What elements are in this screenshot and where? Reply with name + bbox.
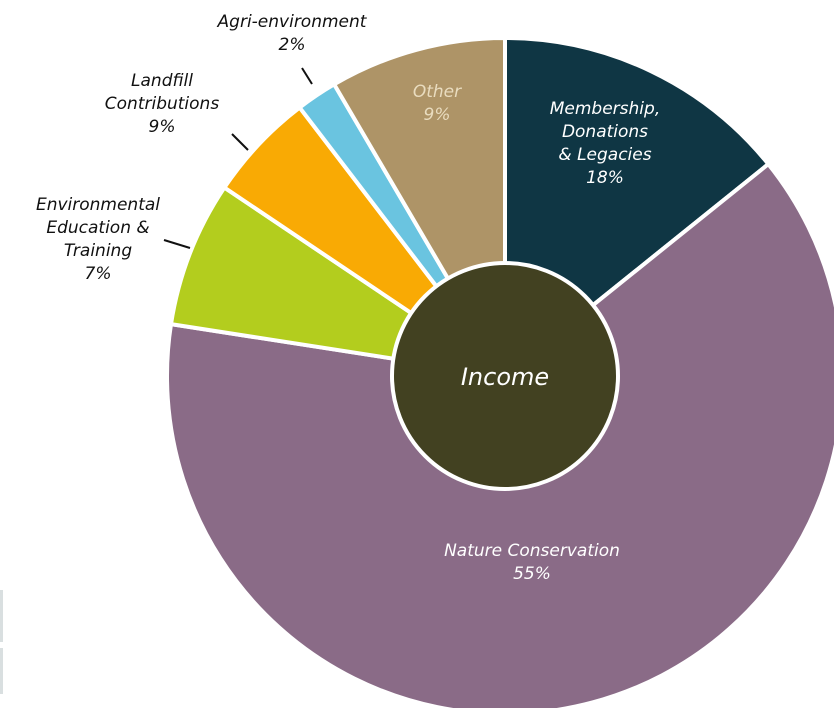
label-landfill-pct: 9%: [149, 117, 176, 137]
label-membership-line: Membership,: [550, 99, 660, 119]
left-edge-bar: [0, 590, 3, 642]
label-education-line: Training: [64, 241, 132, 261]
label-landfill: Landfill Contributions 9%: [105, 71, 220, 137]
center-circle: [390, 261, 620, 491]
label-other-line: Other: [413, 82, 462, 102]
leader-landfill: [231, 133, 249, 151]
center-label: Income: [461, 363, 549, 391]
label-landfill-line: Contributions: [105, 94, 220, 114]
label-other-pct: 9%: [424, 105, 451, 125]
leader-education: [163, 239, 191, 249]
left-edge-bar-2: [0, 648, 3, 694]
label-education-pct: 7%: [85, 264, 112, 284]
label-other: Other 9%: [413, 82, 462, 125]
label-agri: Agri-environment 2%: [217, 12, 368, 55]
label-landfill-line: Landfill: [131, 71, 193, 91]
label-education: Environmental Education & Training 7%: [36, 195, 160, 284]
label-nature-line: Nature Conservation: [444, 541, 620, 561]
label-nature-pct: 55%: [513, 564, 551, 584]
label-membership: Membership, Donations & Legacies 18%: [550, 99, 660, 188]
label-education-line: Environmental: [36, 195, 160, 215]
leader-lines: [163, 67, 313, 249]
label-membership-line: Donations: [562, 122, 648, 142]
label-agri-line: Agri-environment: [217, 12, 368, 32]
leader-agri: [301, 67, 313, 85]
label-membership-pct: 18%: [586, 168, 624, 188]
label-membership-line: & Legacies: [558, 145, 651, 165]
slice-labels: Membership, Donations & Legacies 18% Nature …: [36, 12, 660, 584]
label-education-line: Education &: [46, 218, 149, 238]
label-nature: Nature Conservation 55%: [444, 541, 620, 584]
label-agri-pct: 2%: [279, 35, 306, 55]
